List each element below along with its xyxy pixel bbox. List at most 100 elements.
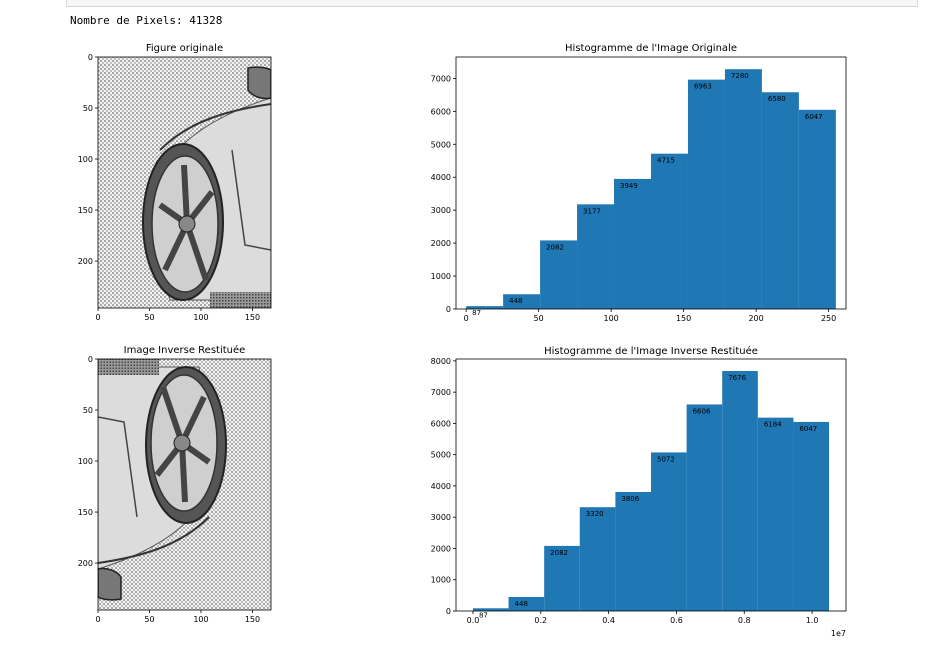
y-tick-label: 7000 [431,388,451,397]
y-tick-label: 4000 [431,173,451,182]
bar-value-label: 2082 [546,243,564,251]
x-tick-label: 0.8 [738,616,751,625]
x-tick-label: 0.6 [670,616,683,625]
histogram-bar [544,545,580,611]
y-tick-label: 2000 [431,239,451,248]
histogram-bar [793,421,830,611]
bar-value-label: 6184 [764,421,782,429]
bar-value-label: 6580 [768,95,786,103]
y-tick-label: 3000 [431,206,451,215]
y-tick-label: 100 [78,155,93,164]
histogram-bar [508,596,545,611]
x-tick-label: 200 [748,314,763,323]
y-tick-label: 5000 [431,451,451,460]
y-tick-label: 150 [78,206,93,215]
x-tick-label: 100 [603,314,618,323]
x-tick-label: 150 [676,314,691,323]
inverse-car-image [98,359,271,610]
histogram-bars [472,371,830,611]
x-tick-label: 50 [144,615,154,624]
bar-value-label: 3949 [620,182,638,190]
y-tick-label: 1000 [431,272,451,281]
bar-value-label: 2082 [550,549,568,557]
y-tick-label: 150 [78,508,93,517]
x-tick-label: 50 [144,313,154,322]
bar-value-label: 4715 [657,157,675,165]
y-tick-label: 2000 [431,544,451,553]
y-tick-label: 200 [78,559,93,568]
bar-value-label: 6047 [799,425,817,433]
original-image-title: Figure originale [146,43,223,54]
y-tick-label: 50 [83,104,93,113]
bar-value-label: 87 [479,611,488,619]
histogram-bar [614,178,651,309]
bar-value-label: 3177 [583,207,601,215]
bar-value-label: 448 [509,297,522,305]
histogram-bar [686,404,723,611]
inverse-histogram-frame [455,358,847,612]
original-histogram-title: Histogramme de l'Image Originale [565,43,737,54]
x-tick-label: 0 [95,313,100,322]
y-tick-label: 5000 [431,140,451,149]
histogram-bar [722,371,758,611]
y-tick-label: 0 [446,607,451,616]
bar-value-label: 3806 [621,495,639,503]
y-tick-label: 6000 [431,107,451,116]
original-histogram-frame [455,56,847,310]
inverse-image-title: Image Inverse Restituée [124,344,246,356]
bar-value-label: 6606 [693,407,711,415]
y-tick-label: 6000 [431,419,451,428]
bar-value-label: 7280 [731,72,749,80]
histogram-bar [651,153,688,309]
pixel-count-output: Nombre de Pixels: 41328 [70,14,223,27]
histogram-bar [757,417,794,611]
bar-value-label: 6963 [694,83,712,91]
x-tick-label: 250 [821,314,836,323]
y-tick-label: 200 [78,257,93,266]
x-tick-label: 150 [245,313,260,322]
x-tick-label: 0 [95,615,100,624]
x-tick-label: 0.0 [467,616,480,625]
x-tick-label: 0.2 [534,616,547,625]
x-tick-label: 0.4 [602,616,615,625]
histogram-bar [724,69,762,309]
y-tick-label: 1000 [431,576,451,585]
y-tick-label: 0 [88,53,93,62]
notebook-cell-frame [66,0,918,7]
y-tick-label: 7000 [431,74,451,83]
histogram-bar [615,492,651,611]
y-tick-label: 3000 [431,513,451,522]
x-tick-label: 100 [193,615,208,624]
inverse-histogram-title: Histogramme de l'Image Inverse Restituée [544,345,758,357]
x-tick-label: 0 [464,314,469,323]
bar-value-label: 5072 [657,455,675,463]
histogram-bar [798,109,836,309]
histogram-bars [466,69,836,309]
histogram-bar [579,507,616,611]
original-image-panel: Figure originale 0 50 100 150 0 50 100 150 200 [78,43,272,322]
bar-value-label: 6047 [805,113,823,121]
bar-value-label: 3320 [586,510,604,518]
histogram-bar [761,92,799,309]
inverse-image-panel: Image Inverse Restituée [78,344,272,624]
x-tick-label: 50 [534,314,544,323]
y-tick-label: 4000 [431,482,451,491]
histogram-bar [503,294,541,309]
bar-value-label: 87 [472,309,481,317]
inverse-histogram: Histogramme de l'Image Inverse Restituée… [431,345,847,638]
x-offset-label: 1e7 [831,629,846,638]
histogram-bar [540,240,578,309]
histogram-bar [687,79,725,309]
y-tick-label: 50 [83,406,93,415]
y-tick-label: 0 [88,355,93,364]
original-histogram: Histogramme de l'Image Originale 87 448 20… [431,43,847,323]
bar-value-label: 7676 [728,374,746,382]
histogram-bar [577,204,615,309]
bar-value-label: 448 [515,600,528,608]
histogram-bar [466,306,504,309]
y-tick-label: 0 [446,305,451,314]
original-car-image [98,57,271,308]
histogram-bar [472,608,509,611]
histogram-bar [651,452,687,611]
